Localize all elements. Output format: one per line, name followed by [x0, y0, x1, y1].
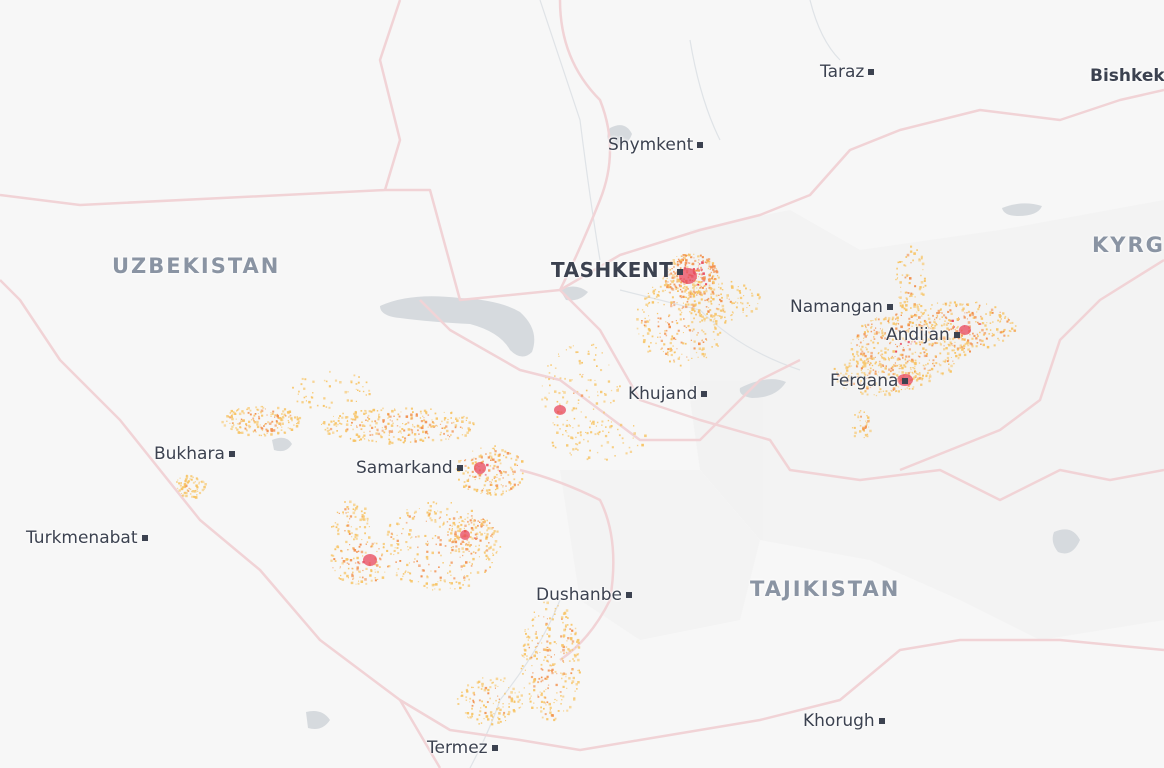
city-label: Bishkek	[1090, 66, 1164, 86]
city-marker-icon	[491, 745, 498, 751]
city-namangan[interactable]: Namangan	[790, 297, 893, 317]
city-khorugh[interactable]: Khorugh	[803, 711, 885, 731]
lakes	[272, 125, 1080, 729]
city-label: Samarkand	[356, 458, 453, 478]
city-bukhara[interactable]: Bukhara	[154, 444, 235, 464]
city-marker-icon	[868, 69, 875, 75]
city-marker-icon	[228, 451, 235, 457]
city-marker-icon	[625, 592, 632, 598]
city-marker-icon	[456, 465, 463, 471]
city-label: Khujand	[628, 384, 698, 404]
city-label: Namangan	[790, 297, 883, 317]
city-label: TASHKENT	[551, 258, 674, 282]
city-label: Termez	[427, 738, 488, 758]
city-label: Dushanbe	[536, 585, 622, 605]
city-marker-icon	[886, 304, 893, 310]
country-label-kyrgyzstan: KYRG	[1092, 233, 1164, 257]
city-label: Andijan	[886, 325, 950, 345]
city-marker-icon	[953, 332, 960, 338]
city-taraz[interactable]: Taraz	[820, 62, 875, 82]
terrain-shading	[560, 200, 1164, 640]
city-label: Taraz	[820, 62, 865, 82]
city-marker-icon	[697, 142, 704, 148]
city-andijan[interactable]: Andijan	[886, 325, 960, 345]
city-label: Fergana	[830, 371, 899, 391]
city-marker-icon	[701, 391, 708, 397]
city-marker-icon	[677, 268, 684, 275]
city-samarkand[interactable]: Samarkand	[356, 458, 463, 478]
city-marker-icon	[878, 718, 885, 724]
city-marker-icon	[902, 378, 909, 384]
city-bishkek[interactable]: Bishkek	[1090, 66, 1164, 86]
city-shymkent[interactable]: Shymkent	[608, 135, 704, 155]
city-fergana[interactable]: Fergana	[830, 371, 909, 391]
city-label: Turkmenabat	[26, 528, 138, 548]
country-label-tajikistan: TAJIKISTAN	[750, 577, 901, 601]
city-label: Khorugh	[803, 711, 875, 731]
country-label-uzbekistan: UZBEKISTAN	[112, 254, 281, 278]
population-density-layer	[176, 245, 1017, 726]
city-turkmenabat[interactable]: Turkmenabat	[26, 528, 148, 548]
city-termez[interactable]: Termez	[427, 738, 498, 758]
city-marker-icon	[141, 535, 148, 541]
city-khujand[interactable]: Khujand	[628, 384, 708, 404]
city-label: Bukhara	[154, 444, 225, 464]
city-tashkent[interactable]: TASHKENT	[551, 258, 684, 282]
city-dushanbe[interactable]: Dushanbe	[536, 585, 632, 605]
city-label: Shymkent	[608, 135, 694, 155]
